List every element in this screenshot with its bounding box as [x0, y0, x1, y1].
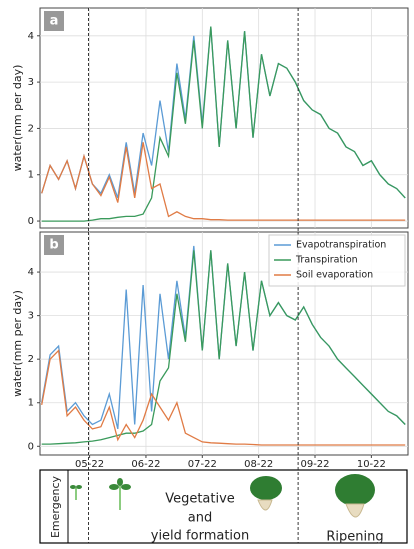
x-tick-label: 08-22 — [244, 459, 273, 470]
phase-label: yield formation — [151, 529, 249, 544]
y-tick-label: 3 — [28, 77, 34, 88]
x-tick-label: 07-22 — [188, 459, 217, 470]
y-tick-label: 1 — [28, 170, 34, 181]
y-axis-label: water(mm per day) — [11, 290, 24, 397]
panel-label: a — [50, 14, 59, 29]
y-tick-label: 1 — [28, 398, 34, 409]
y-tick-label: 4 — [28, 31, 34, 42]
x-tick-label: 10-22 — [357, 459, 386, 470]
x-tick-label: 09-22 — [300, 459, 329, 470]
phase-label: and — [188, 511, 212, 526]
y-axis-label: water(mm per day) — [11, 65, 24, 172]
y-tick-label: 2 — [28, 123, 34, 134]
legend-label: Transpiration — [295, 255, 358, 266]
y-tick-label: 0 — [28, 441, 34, 452]
figure: Emergency Vegetative and yield formation… — [0, 0, 414, 545]
phase-label: Ripening — [326, 530, 383, 545]
legend-label: Soil evaporation — [296, 270, 373, 281]
page: {"chart_data": [ {"type": "line", "panel… — [0, 0, 414, 549]
y-tick-label: 2 — [28, 354, 34, 365]
phase-label: Vegetative — [165, 492, 235, 507]
y-tick-label: 3 — [28, 311, 34, 322]
beet-icon — [250, 476, 282, 510]
legend-label: Evapotranspiration — [296, 240, 386, 251]
plot-area — [40, 8, 408, 228]
y-tick-label: 4 — [28, 267, 34, 278]
plant-icon — [70, 485, 82, 500]
phase-label: Emergency — [49, 475, 62, 538]
beet-icon — [335, 474, 375, 517]
y-tick-label: 0 — [28, 216, 34, 227]
x-tick-label: 05-22 — [75, 459, 104, 470]
x-tick-label: 06-22 — [131, 459, 160, 470]
plant-icon — [109, 478, 131, 510]
panel-label: b — [49, 238, 58, 253]
